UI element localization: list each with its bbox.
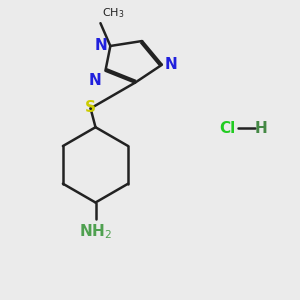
Text: N: N xyxy=(165,57,178,72)
Text: S: S xyxy=(85,100,96,115)
Text: H: H xyxy=(255,121,267,136)
Text: N: N xyxy=(89,73,101,88)
Text: Cl: Cl xyxy=(219,121,236,136)
Text: CH$_3$: CH$_3$ xyxy=(102,6,125,20)
Text: NH$_2$: NH$_2$ xyxy=(79,222,112,241)
Text: N: N xyxy=(94,38,107,53)
